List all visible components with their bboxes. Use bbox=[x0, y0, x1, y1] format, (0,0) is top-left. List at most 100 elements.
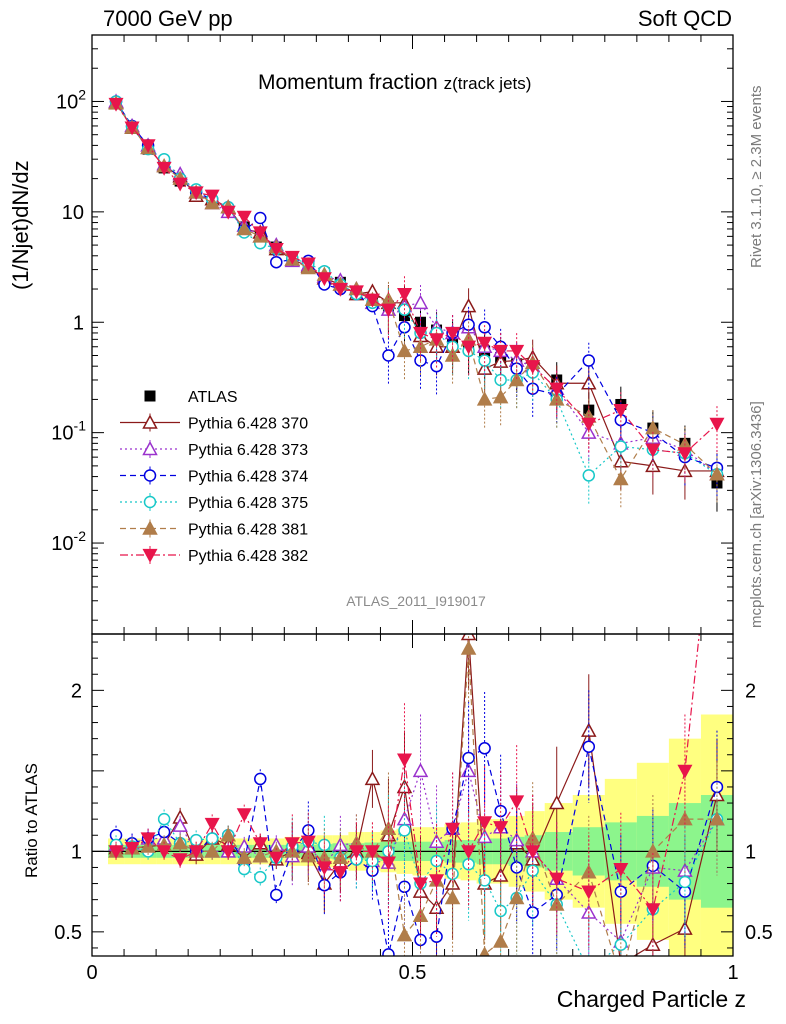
legend-label: Pythia 6.428 373 bbox=[188, 442, 308, 459]
y-tick-label: 1 bbox=[73, 312, 84, 334]
main-panel-frame bbox=[91, 34, 734, 635]
data-point bbox=[316, 272, 332, 287]
data-point bbox=[429, 333, 445, 348]
ratio-point bbox=[396, 753, 412, 768]
ratio-point bbox=[549, 872, 565, 887]
ratio-point bbox=[620, 955, 621, 956]
data-point bbox=[508, 371, 525, 387]
legend-marker bbox=[142, 440, 158, 456]
ratio-point bbox=[429, 874, 445, 889]
ratio-y-tick-label-right: 0.5 bbox=[745, 922, 773, 944]
data-point bbox=[582, 469, 596, 482]
legend-label: Pythia 6.428 374 bbox=[188, 469, 308, 486]
ratio-point bbox=[396, 926, 413, 942]
ratio-plot-area bbox=[108, 634, 725, 984]
series-line bbox=[115, 101, 718, 477]
data-point bbox=[398, 321, 411, 334]
data-point bbox=[268, 242, 284, 257]
ratio-point bbox=[492, 933, 509, 948]
ratio-point bbox=[236, 808, 252, 823]
ratio-point bbox=[252, 837, 268, 852]
y-tick-label: 10 bbox=[62, 202, 84, 224]
ratio-point bbox=[461, 845, 477, 860]
ratio-y-ticks: 0.5 0.5 1 1 2 2 bbox=[54, 641, 773, 949]
ratio-point bbox=[254, 870, 267, 884]
data-point bbox=[332, 282, 348, 297]
data-point bbox=[581, 417, 597, 432]
ratio-point bbox=[645, 903, 661, 918]
data-point bbox=[382, 349, 395, 362]
analysis-label: ATLAS_2011_I919017 bbox=[346, 593, 486, 609]
ratio-y-tick-label-right: 1 bbox=[745, 841, 756, 863]
data-point bbox=[396, 287, 412, 302]
data-point bbox=[613, 470, 629, 486]
ratio-point bbox=[614, 938, 628, 951]
data-point bbox=[108, 97, 124, 112]
ratio-series-line bbox=[115, 634, 700, 911]
main-y-ticks: 10-2 10-1 1 10 102 103 bbox=[51, 0, 733, 621]
ratio-point bbox=[270, 888, 283, 902]
data-point bbox=[709, 466, 725, 481]
legend-entry: Pythia 6.428 374 bbox=[120, 466, 308, 486]
ratio-point bbox=[332, 866, 348, 881]
legend-marker bbox=[142, 520, 158, 535]
data-point bbox=[172, 177, 188, 192]
ratio-point bbox=[526, 906, 539, 919]
ratio-point bbox=[236, 849, 252, 865]
ratio-point bbox=[460, 640, 477, 655]
legend-marker bbox=[143, 495, 157, 509]
ratio-point bbox=[140, 832, 156, 847]
ratio-point bbox=[364, 845, 380, 860]
ratio-point bbox=[548, 794, 565, 810]
header-process-label: 7000 GeV pp bbox=[103, 6, 233, 31]
ratio-point bbox=[348, 845, 364, 860]
data-point bbox=[270, 255, 283, 269]
y-tick-label: 102 bbox=[56, 86, 86, 113]
legend-label: Pythia 6.428 382 bbox=[188, 548, 308, 565]
data-point bbox=[412, 294, 429, 310]
data-point bbox=[525, 360, 541, 374]
data-point bbox=[124, 121, 140, 136]
series-pythia-6-428-374 bbox=[109, 95, 724, 497]
ratio-point bbox=[220, 845, 236, 860]
y-tick-label: 103 bbox=[56, 0, 86, 3]
legend-label: Pythia 6.428 375 bbox=[188, 495, 308, 512]
data-point bbox=[478, 354, 491, 367]
x-tick-label: 0.5 bbox=[399, 962, 427, 984]
ratio-point bbox=[204, 817, 220, 832]
ratio-y-tick-label: 1 bbox=[71, 841, 82, 863]
legend-marker bbox=[144, 390, 156, 402]
ratio-point bbox=[614, 972, 627, 984]
data-point bbox=[396, 342, 413, 358]
ratio-point bbox=[645, 843, 661, 858]
ratio-series-pythia-6-428-382 bbox=[108, 634, 700, 956]
legend-label: Pythia 6.428 370 bbox=[188, 416, 308, 433]
ratio-point bbox=[300, 835, 316, 850]
ratio-point bbox=[709, 811, 725, 826]
legend-marker bbox=[142, 414, 158, 429]
data-point bbox=[492, 389, 509, 404]
ratio-point bbox=[444, 889, 461, 905]
ratio-point bbox=[220, 827, 236, 842]
ratio-y-tick-label: 2 bbox=[71, 680, 82, 702]
ratio-point bbox=[479, 946, 490, 956]
data-point bbox=[188, 186, 204, 201]
ratio-point bbox=[398, 824, 411, 837]
data-point bbox=[254, 211, 267, 225]
ratio-point bbox=[380, 856, 396, 871]
series-pythia-6-428-382 bbox=[108, 97, 725, 482]
ratio-point bbox=[364, 770, 381, 786]
ratio-point bbox=[412, 762, 429, 778]
ratio-point bbox=[509, 795, 525, 810]
ratio-point bbox=[614, 885, 628, 898]
header-category-label: Soft QCD bbox=[637, 6, 732, 31]
legend: ATLAS Pythia 6.428 370 Pythia 6.428 373 Pyt… bbox=[120, 389, 308, 565]
ratio-point bbox=[124, 842, 140, 856]
ratio-point bbox=[413, 877, 429, 892]
series-line bbox=[115, 101, 718, 469]
legend-entry: Pythia 6.428 381 bbox=[120, 519, 308, 539]
data-point bbox=[549, 382, 565, 397]
data-point bbox=[677, 447, 693, 462]
data-point bbox=[445, 326, 461, 341]
legend-entry: Pythia 6.428 373 bbox=[120, 440, 308, 459]
